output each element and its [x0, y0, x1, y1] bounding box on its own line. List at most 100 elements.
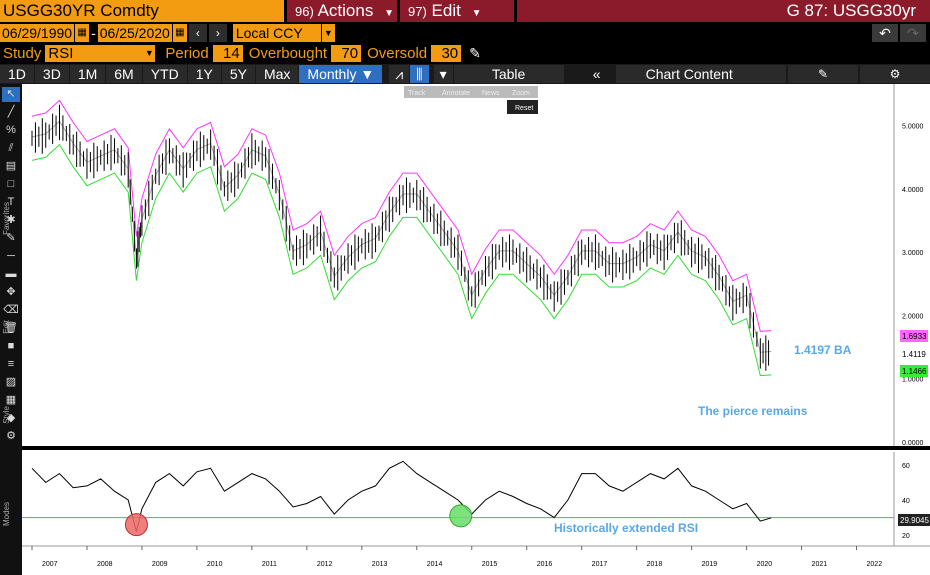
modes-label: Modes	[2, 502, 11, 527]
price-chart: Track Annotate News Zoom Reset 5.0000 4.0…	[22, 84, 930, 568]
timeframe-1d[interactable]: 1D	[0, 65, 34, 83]
text-icon[interactable]: T	[7, 196, 15, 208]
table-button[interactable]: Table	[453, 65, 564, 83]
oversold-label: Oversold	[367, 45, 428, 62]
pattern-icon[interactable]: ▨	[5, 376, 17, 388]
timeframe-max[interactable]: Max	[255, 65, 299, 83]
ticker-field[interactable]: USGG30YR Comdty	[0, 0, 284, 22]
price-bars	[31, 104, 770, 371]
timeframe-ytd[interactable]: YTD	[142, 65, 187, 83]
channel-icon[interactable]: ⫽	[8, 142, 14, 154]
edit-menu[interactable]: 97) Edit ▼	[400, 0, 514, 22]
track-button[interactable]: Track	[408, 90, 426, 97]
eraser-icon[interactable]: ⌫	[3, 304, 19, 316]
chevron-down-icon[interactable]: ▼	[321, 24, 335, 42]
rsi-annotation: Historically extended RSI	[554, 521, 698, 535]
chevron-down-icon: ▼	[471, 8, 482, 19]
actions-label: Actions	[317, 1, 374, 20]
chart-toolbar: 1D 3D 1M 6M YTD 1Y 5Y Max Monthly ▼ ⩘ ⫼ …	[0, 64, 930, 84]
rsi-tick-label: 20	[902, 533, 910, 540]
x-tick-label: 2020	[757, 561, 773, 568]
study-select[interactable]: RSI	[45, 45, 144, 62]
study-label: Study	[3, 45, 42, 62]
chevron-down-icon[interactable]: ▼	[143, 45, 156, 62]
star-icon[interactable]: ✱	[6, 214, 16, 226]
edit-num: 97)	[408, 4, 427, 19]
chart-content-button[interactable]: Chart Content	[615, 65, 786, 83]
line-chart-icon[interactable]: ⩘	[389, 65, 410, 83]
actions-menu[interactable]: 96) Actions ▼	[287, 0, 397, 22]
prev-arrow-icon[interactable]: ‹	[188, 24, 207, 42]
rsi-axis-ticks: 60 40 20	[902, 463, 910, 540]
gear-icon[interactable]: ⚙	[860, 65, 930, 83]
news-button[interactable]: News	[482, 90, 500, 97]
chart-content-label: Chart Content	[645, 66, 733, 82]
pointer-icon[interactable]: ↖	[2, 87, 20, 102]
x-tick-label: 2011	[262, 561, 277, 568]
pencil-icon[interactable]: ✎	[469, 45, 481, 61]
pen-icon[interactable]: ✎	[6, 232, 16, 244]
palette-icon[interactable]: ◆	[6, 412, 16, 424]
range-separator: -	[91, 25, 96, 41]
calendar-icon[interactable]: ▦	[75, 24, 90, 42]
pierce-annotation: The pierce remains	[698, 404, 808, 418]
end-date-input[interactable]: 06/25/2020	[97, 24, 172, 42]
header-bar: USGG30YR Comdty 96) Actions ▼ 97) Edit ▼…	[0, 0, 930, 22]
bar-chart-icon[interactable]: ⫼	[410, 65, 429, 83]
fibonacci-icon[interactable]: %	[6, 124, 16, 136]
rsi-line	[31, 460, 772, 532]
brush-icon[interactable]: ▬	[5, 268, 17, 280]
chevron-down-icon[interactable]: ▾	[433, 65, 453, 83]
annotate-button[interactable]: Annotate	[442, 90, 470, 97]
rsi-tick-label: 60	[902, 463, 910, 470]
double-chevron-left-icon[interactable]: «	[592, 66, 601, 82]
x-tick-label: 2017	[592, 561, 608, 568]
currency-select[interactable]: Local CCY	[232, 24, 321, 42]
price-tick-label: 5.0000	[902, 124, 924, 131]
trendline-icon[interactable]: ╱	[7, 106, 15, 118]
drawing-toolbar: ↖ ╱ % ⫽ ▤ □ T ✱ ✎ ─ ▬ ✥ ⌫ 🗑 ■ ≡ ▨ ▦ ◆ ⚙ …	[0, 84, 22, 575]
layout-icon[interactable]: ▦	[5, 394, 17, 406]
price-tags: 1.6933 1.4119 1.1466 29.9045	[898, 330, 930, 526]
overbought-input[interactable]: 70	[331, 45, 362, 62]
settings-icon[interactable]: ⚙	[6, 430, 16, 442]
timeframe-1y[interactable]: 1Y	[187, 65, 221, 83]
timeframe-3d[interactable]: 3D	[34, 65, 69, 83]
timeframe-6m[interactable]: 6M	[106, 65, 142, 83]
timeframe-1m[interactable]: 1M	[69, 65, 106, 83]
trash-icon[interactable]: 🗑	[4, 322, 18, 334]
overbought-label: Overbought	[248, 45, 328, 62]
moving-average-line	[31, 120, 772, 353]
x-tick-label: 2012	[317, 561, 333, 568]
move-icon[interactable]: ✥	[6, 286, 16, 298]
shape-icon[interactable]: □	[7, 178, 15, 190]
actions-num: 96)	[295, 4, 314, 19]
start-date-input[interactable]: 06/29/1990	[0, 24, 75, 42]
interval-select[interactable]: Monthly ▼	[299, 65, 383, 83]
next-arrow-icon[interactable]: ›	[208, 24, 227, 42]
price-tick-label: 3.0000	[902, 250, 924, 257]
timeframe-5y[interactable]: 5Y	[221, 65, 255, 83]
rsi-panel	[22, 460, 894, 537]
price-tick-label: 2.0000	[902, 313, 924, 320]
line-icon[interactable]: ─	[7, 250, 15, 262]
ruler-icon[interactable]: ▤	[5, 160, 17, 172]
x-tick-label: 2019	[702, 561, 718, 568]
zoom-button[interactable]: Zoom	[512, 90, 530, 97]
chevron-down-icon: ▼	[384, 8, 394, 19]
x-tick-label: 2018	[647, 561, 663, 568]
oversold-input[interactable]: 30	[431, 45, 462, 62]
chart-area[interactable]: Track Annotate News Zoom Reset 5.0000 4.0…	[22, 84, 930, 575]
redo-icon[interactable]: ↷	[900, 24, 926, 42]
study-bar: Study RSI ▼ Period 14 Overbought 70 Over…	[0, 44, 930, 63]
x-tick-label: 2008	[97, 561, 113, 568]
color-icon[interactable]: ■	[7, 340, 15, 352]
annotate-bar: Track Annotate News Zoom Reset	[404, 86, 538, 114]
edit-chart-icon[interactable]: ✎	[788, 65, 858, 83]
undo-icon[interactable]: ↶	[872, 24, 898, 42]
line-style-icon[interactable]: ≡	[7, 358, 15, 370]
x-tick-label: 2022	[867, 561, 883, 568]
period-input[interactable]: 14	[212, 45, 243, 62]
calendar-icon[interactable]: ▦	[172, 24, 187, 42]
reset-button[interactable]: Reset	[515, 105, 533, 112]
